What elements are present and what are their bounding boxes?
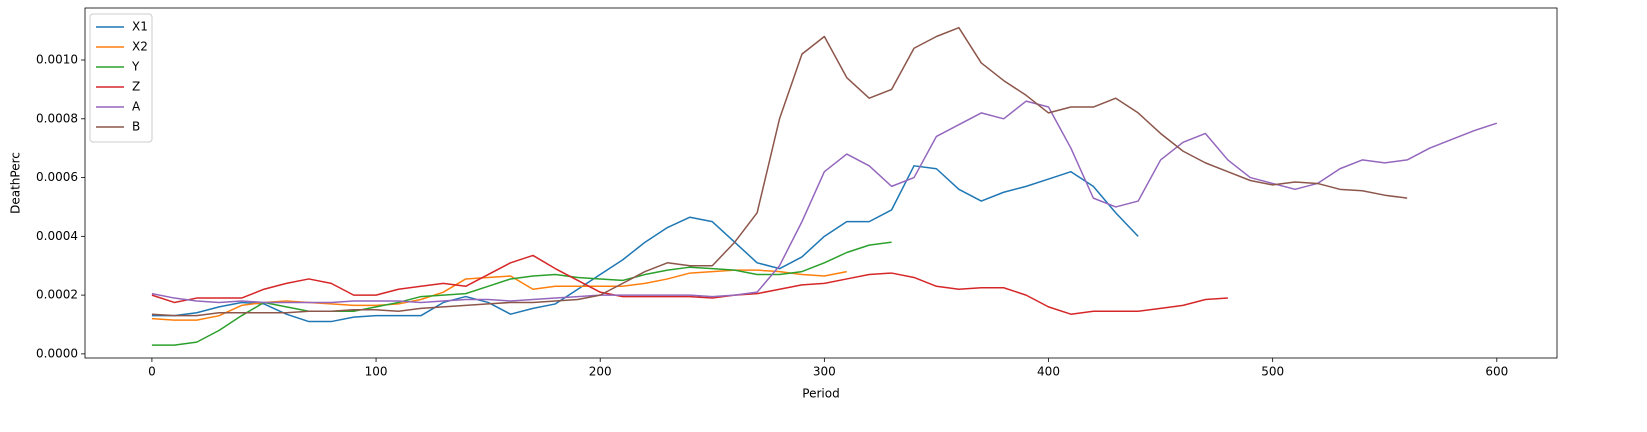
x-tick-label: 500 xyxy=(1261,365,1284,379)
line-series xyxy=(151,165,1139,323)
line-series xyxy=(151,100,1498,304)
legend-label: X1 xyxy=(132,20,148,34)
y-tick-label: 0.0008 xyxy=(36,111,78,125)
x-tick-label: 0 xyxy=(148,365,156,379)
legend-label: X2 xyxy=(132,40,148,54)
x-tick-label: 200 xyxy=(589,365,612,379)
y-tick-label: 0.0002 xyxy=(36,288,78,302)
line-series xyxy=(151,26,1408,317)
line-series xyxy=(151,254,1228,315)
x-tick-label: 600 xyxy=(1485,365,1508,379)
y-tick-label: 0.0000 xyxy=(36,346,78,360)
legend-frame xyxy=(89,13,153,143)
legend-label: Y xyxy=(131,60,140,74)
legend-label: A xyxy=(132,100,141,114)
line-series xyxy=(151,241,892,346)
x-tick-label: 300 xyxy=(813,365,836,379)
x-tick-label: 100 xyxy=(365,365,388,379)
plot-frame xyxy=(84,7,1558,359)
x-tick-label: 400 xyxy=(1037,365,1060,379)
legend-label: B xyxy=(132,120,140,134)
y-tick-label: 0.0006 xyxy=(36,170,78,184)
y-tick-label: 0.0004 xyxy=(36,229,78,243)
y-axis-label: DeathPerc xyxy=(9,152,23,214)
y-tick-label: 0.0010 xyxy=(36,53,78,67)
x-axis-label: Period xyxy=(802,387,839,401)
legend-label: Z xyxy=(132,80,140,94)
